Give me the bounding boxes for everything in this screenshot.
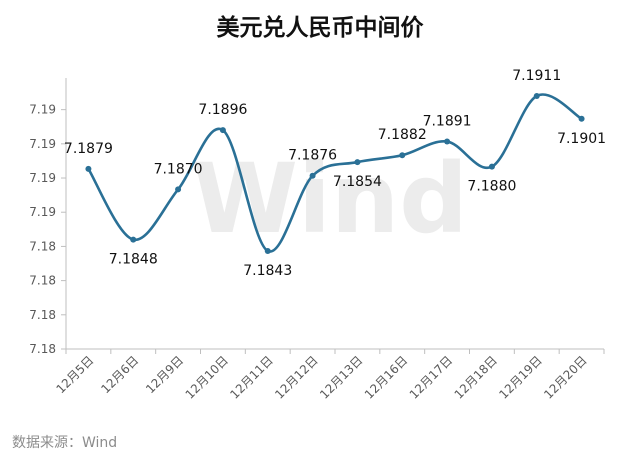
x-tick-label: 12月11日	[227, 353, 275, 401]
data-label: 7.1891	[423, 114, 472, 130]
y-tick-label: 7.18	[29, 239, 56, 253]
data-label: 7.1880	[467, 179, 516, 195]
y-tick-label: 7.19	[29, 171, 56, 185]
y-tick-label: 7.19	[29, 103, 56, 117]
data-label: 7.1901	[557, 131, 606, 147]
y-tick-label: 7.18	[29, 308, 56, 322]
y-tick-label: 7.19	[29, 137, 56, 151]
source-note: 数据来源：Wind	[12, 435, 117, 451]
y-tick-label: 7.18	[29, 342, 56, 356]
x-tick-label: 12月5日	[53, 353, 96, 396]
x-tick-label: 12月16日	[362, 353, 410, 401]
data-label: 7.1870	[154, 161, 203, 177]
data-label: 7.1876	[288, 148, 337, 164]
x-tick-label: 12月18日	[452, 353, 500, 401]
data-label: 7.1843	[243, 263, 292, 279]
data-point	[175, 186, 182, 193]
y-axis-ticks: 7.18 7.18 7.18 7.18 7.19 7.19 7.19 7.19	[29, 103, 66, 356]
data-point	[533, 92, 540, 99]
data-point	[85, 165, 92, 172]
data-label: 7.1911	[512, 68, 561, 84]
x-tick-label: 12月10日	[183, 353, 231, 401]
y-tick-label: 7.18	[29, 274, 56, 288]
data-point	[219, 127, 226, 134]
data-point	[130, 236, 137, 243]
data-point	[264, 247, 271, 254]
x-tick-label: 12月19日	[496, 353, 544, 401]
data-point	[578, 115, 585, 122]
data-label: 7.1879	[64, 141, 113, 157]
data-label: 7.1848	[109, 252, 158, 268]
data-label: 7.1896	[198, 102, 247, 118]
data-points	[85, 92, 585, 254]
data-point	[444, 138, 451, 145]
data-label: 7.1854	[333, 174, 382, 190]
data-point	[309, 172, 316, 179]
x-tick-label: 12月20日	[541, 353, 589, 401]
x-tick-label: 12月17日	[407, 353, 455, 401]
data-labels: 7.1879 7.1848 7.1870 7.1896 7.1843 7.1876 7.18…	[64, 68, 606, 279]
data-label: 7.1882	[378, 127, 427, 143]
x-axis-ticks: 12月5日 12月6日 12月9日12月10日12月11日12月12日12月13日1…	[53, 349, 605, 402]
chart-title: 美元兑人民币中间价	[217, 14, 425, 41]
x-tick-label: 12月12日	[272, 353, 320, 401]
data-point	[399, 152, 406, 159]
data-point	[354, 159, 361, 166]
y-tick-label: 7.19	[29, 205, 56, 219]
data-point	[488, 163, 495, 170]
x-tick-label: 12月13日	[317, 353, 365, 401]
x-tick-label: 12月6日	[98, 353, 141, 396]
x-tick-label: 12月9日	[143, 353, 186, 396]
